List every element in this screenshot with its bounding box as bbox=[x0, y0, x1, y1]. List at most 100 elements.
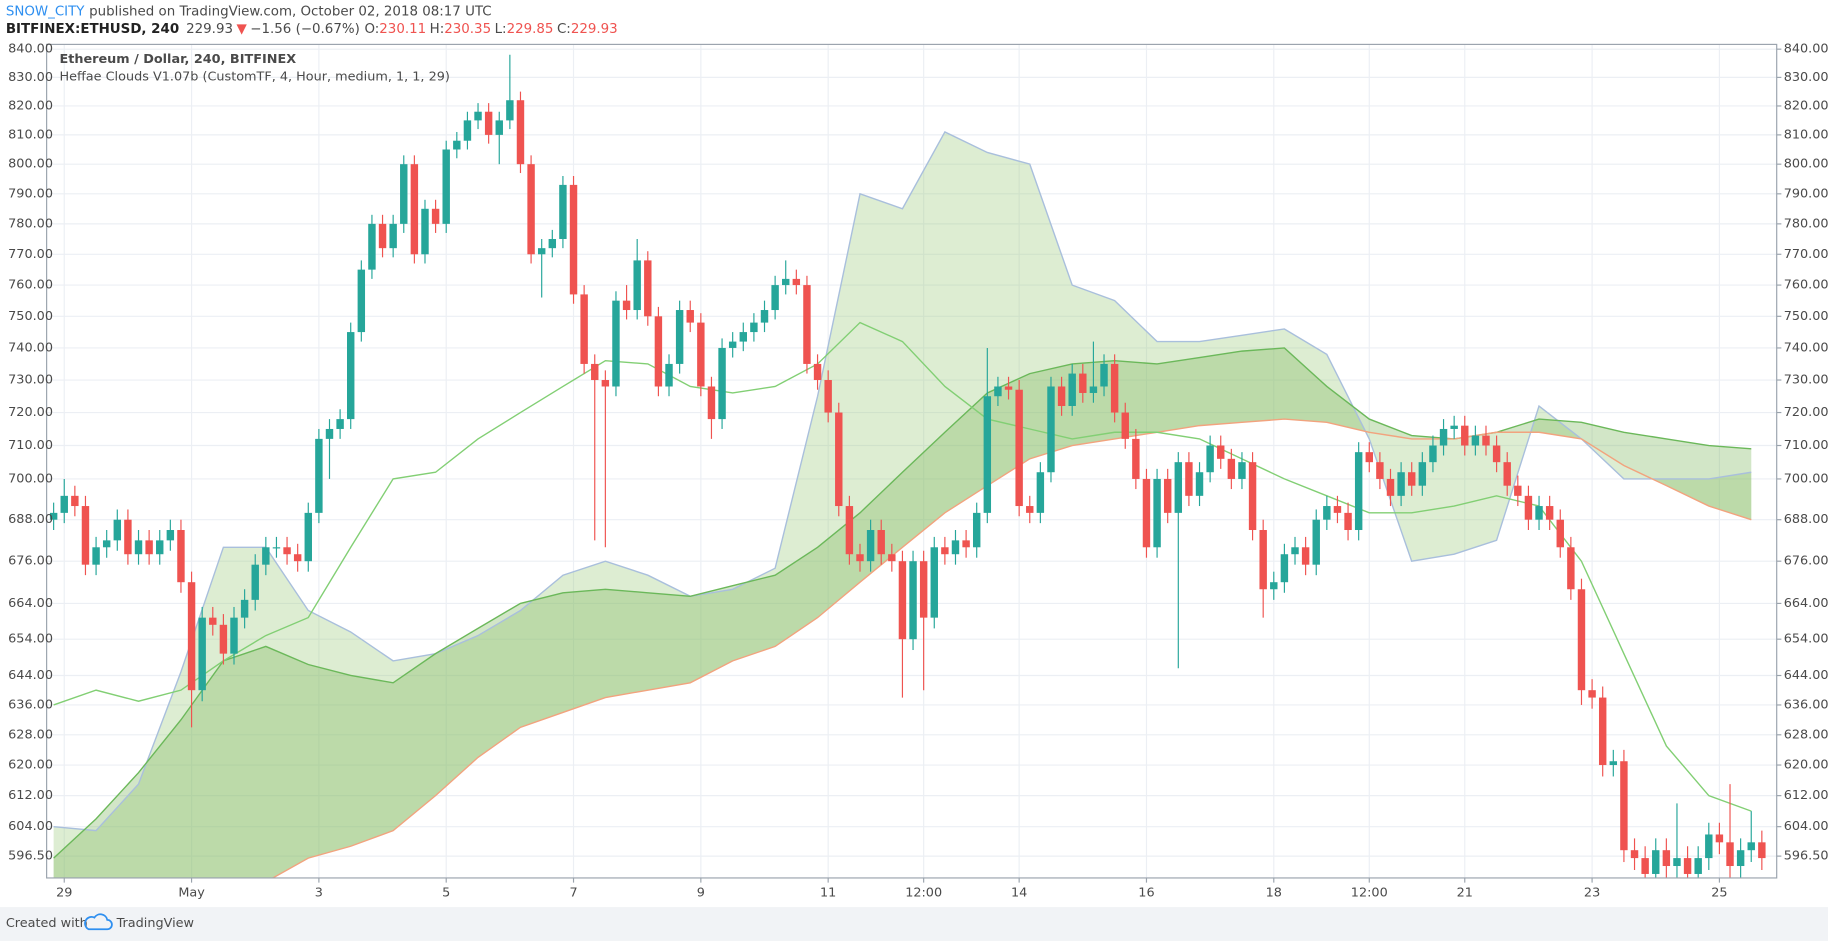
candle-body bbox=[113, 519, 122, 541]
y-tick-label: 676.00 bbox=[8, 554, 53, 569]
candle-body bbox=[803, 285, 811, 364]
candle-body bbox=[782, 278, 790, 286]
y-tick-label-right: 750.00 bbox=[1784, 309, 1828, 324]
symbol: BITFINEX:ETHUSD, 240 bbox=[6, 22, 179, 37]
candle-body bbox=[548, 239, 557, 249]
candle-body bbox=[591, 363, 599, 381]
candle-body bbox=[1736, 850, 1745, 867]
x-tick-label: 11 bbox=[820, 886, 836, 901]
candle-body bbox=[1715, 834, 1724, 843]
overlay-line bbox=[53, 321, 1752, 812]
y-tick-label-right: 720.00 bbox=[1784, 405, 1828, 420]
close: 229.93 bbox=[571, 22, 618, 37]
footer-bar bbox=[0, 907, 1828, 941]
y-tick-label-right: 604.00 bbox=[1784, 819, 1828, 834]
candle-body bbox=[1652, 850, 1660, 874]
candle-body bbox=[760, 310, 769, 323]
y-tick-label-right: 710.00 bbox=[1784, 438, 1828, 453]
candle-body bbox=[1630, 850, 1639, 859]
candle-body bbox=[601, 380, 610, 387]
candle-body bbox=[654, 316, 663, 387]
low-label: L: bbox=[495, 22, 507, 37]
candle-body bbox=[898, 561, 907, 640]
high-label: H: bbox=[430, 22, 445, 37]
candle-body bbox=[1259, 530, 1267, 590]
candle-body bbox=[378, 223, 387, 249]
x-tick-label: 21 bbox=[1457, 886, 1473, 901]
candle-body bbox=[1089, 386, 1098, 393]
x-tick-label: 18 bbox=[1266, 886, 1282, 901]
candle-body bbox=[919, 561, 928, 618]
candle-body bbox=[1747, 842, 1755, 851]
candle-body bbox=[484, 111, 493, 135]
candle-body bbox=[1004, 386, 1013, 390]
candle-body bbox=[728, 341, 737, 348]
x-tick-label: 16 bbox=[1138, 886, 1154, 901]
candle-body bbox=[1471, 435, 1480, 446]
footer-brand[interactable]: TradingView bbox=[116, 916, 194, 931]
candle-body bbox=[707, 386, 716, 420]
y-tick-label-right: 688.00 bbox=[1784, 512, 1828, 527]
candle-body bbox=[718, 347, 726, 420]
y-tick-label-right: 820.00 bbox=[1784, 98, 1828, 113]
candle-body bbox=[92, 547, 100, 565]
y-tick-label-right: 810.00 bbox=[1784, 127, 1828, 142]
candle-body bbox=[124, 519, 132, 555]
candle-body bbox=[856, 554, 864, 562]
y-tick-label-right: 790.00 bbox=[1784, 186, 1828, 201]
candle-body bbox=[1238, 462, 1246, 479]
candle-body bbox=[495, 120, 503, 135]
y-tick-label: 720.00 bbox=[8, 405, 53, 420]
candle-body bbox=[516, 100, 525, 165]
candle-body bbox=[909, 561, 917, 640]
candle-body bbox=[1163, 478, 1172, 513]
footer-logo bbox=[84, 913, 113, 931]
x-tick-label: 12:00 bbox=[1351, 886, 1388, 901]
candle-body bbox=[1620, 761, 1628, 851]
y-tick-label: 730.00 bbox=[8, 373, 53, 388]
y-tick-label-right: 654.00 bbox=[1784, 632, 1828, 647]
candles bbox=[49, 54, 1766, 878]
candle-body bbox=[389, 223, 397, 249]
y-tick-label: 750.00 bbox=[8, 309, 53, 324]
y-tick-label: 612.00 bbox=[8, 788, 53, 803]
cloud-fill bbox=[53, 131, 1752, 878]
candle-body bbox=[930, 547, 938, 618]
candle-body bbox=[410, 164, 419, 255]
candle-body bbox=[187, 582, 196, 691]
candle-body bbox=[336, 419, 344, 429]
candle-body bbox=[888, 554, 896, 562]
chart-title: Ethereum / Dollar, 240, BITFINEX bbox=[59, 52, 296, 67]
candle-body bbox=[1227, 458, 1236, 479]
y-tick-label: 664.00 bbox=[8, 596, 53, 611]
candle-body bbox=[644, 260, 652, 317]
candle-body bbox=[1609, 761, 1618, 766]
chart-subtitle: Heffae Clouds V1.07b (CustomTF, 4, Hour,… bbox=[59, 70, 449, 85]
y-tick-label: 688.00 bbox=[8, 512, 53, 527]
candle-body bbox=[1588, 690, 1596, 698]
y-tick-label: 644.00 bbox=[8, 668, 53, 683]
candle-body bbox=[1365, 452, 1373, 463]
candle-body bbox=[219, 624, 228, 654]
x-tick-label: 12:00 bbox=[905, 886, 942, 901]
candle-body bbox=[240, 599, 249, 618]
y-tick-label: 654.00 bbox=[8, 632, 53, 647]
y-tick-label: 740.00 bbox=[8, 340, 53, 355]
y-tick-label-right: 628.00 bbox=[1784, 727, 1828, 742]
y-tick-label-right: 800.00 bbox=[1784, 157, 1828, 172]
high: 230.35 bbox=[444, 22, 491, 37]
candle-body bbox=[60, 495, 68, 513]
candle-body bbox=[1418, 462, 1427, 486]
candle-body bbox=[866, 530, 875, 562]
candle-body bbox=[686, 310, 694, 323]
candle-body bbox=[1217, 445, 1225, 459]
y-tick-label-right: 644.00 bbox=[1784, 668, 1828, 683]
candle-body bbox=[209, 617, 217, 625]
candle-body bbox=[1397, 472, 1405, 496]
y-tick-label: 700.00 bbox=[8, 471, 53, 486]
candle-body bbox=[102, 540, 111, 548]
y-tick-label: 770.00 bbox=[8, 247, 53, 262]
candle-body bbox=[972, 512, 981, 548]
